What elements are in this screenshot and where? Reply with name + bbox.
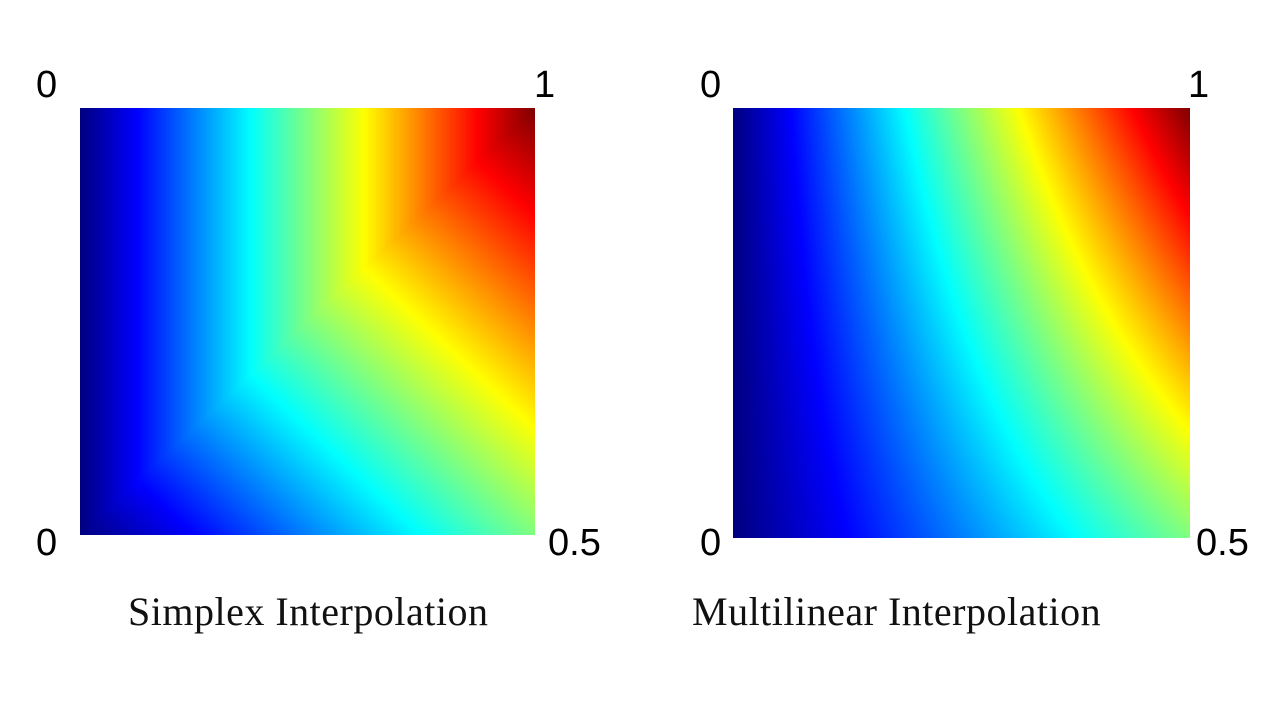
- simplex-caption: Simplex Interpolation: [128, 589, 489, 634]
- corner-label-bottom-right: 0.5: [1196, 522, 1249, 564]
- corner-label-top-right: 1: [1188, 64, 1210, 106]
- corner-label-bottom-left: 0: [700, 522, 722, 564]
- simplex-panel: 0 1 0 0.5 Simplex Interpolation: [0, 0, 620, 720]
- corner-label-bottom-right: 0.5: [548, 522, 601, 564]
- corner-label-top-left: 0: [36, 64, 58, 106]
- multilinear-panel: 0 1 0 0.5 Multilinear Interpolation: [640, 0, 1260, 720]
- corner-label-bottom-left: 0: [36, 522, 58, 564]
- multilinear-caption: Multilinear Interpolation: [692, 589, 1102, 634]
- corner-label-top-left: 0: [700, 64, 722, 106]
- corner-label-top-right: 1: [534, 64, 556, 106]
- multilinear-interpolation-heatmap: [733, 108, 1190, 538]
- simplex-interpolation-heatmap: [80, 108, 535, 535]
